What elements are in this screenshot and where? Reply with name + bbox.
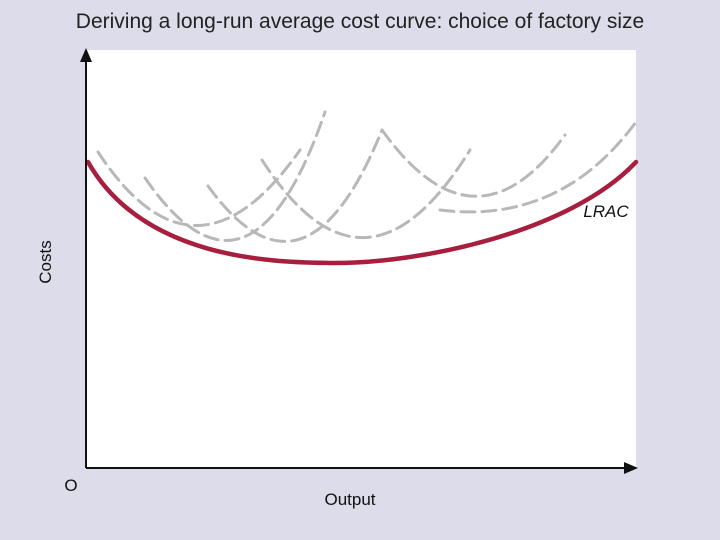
srac-curve-3 — [206, 128, 384, 243]
srac-curve-4 — [260, 148, 472, 240]
lrac-curve-label: LRAC — [583, 202, 629, 221]
y-axis-label: Costs — [36, 240, 55, 284]
plot-area — [86, 50, 636, 468]
lrac-curve — [85, 159, 639, 266]
srac-curve-1 — [96, 148, 302, 227]
slide-title: Deriving a long-run average cost curve: … — [75, 10, 645, 33]
srac-curve-5 — [380, 128, 567, 198]
origin-label: O — [64, 476, 78, 495]
srac-curve-2 — [143, 110, 327, 242]
srac-curve-6 — [438, 120, 638, 214]
x-axis-label: Output — [324, 490, 376, 509]
